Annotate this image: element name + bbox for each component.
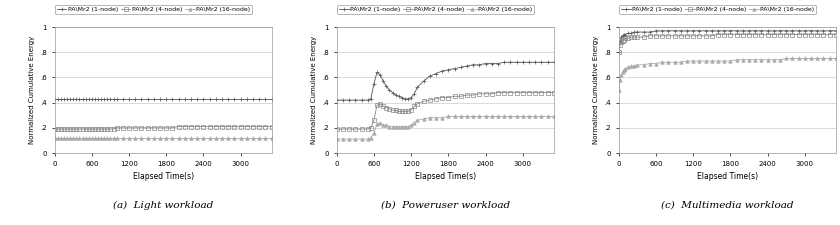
X-axis label: Elapsed Time(s): Elapsed Time(s) — [133, 172, 194, 181]
Legend: PA\Mr2 (1-node), PA\Mr2 (4-node), PA\Mr2 (16-node): PA\Mr2 (1-node), PA\Mr2 (4-node), PA\Mr2… — [619, 5, 816, 14]
Text: (b)  Poweruser workload: (b) Poweruser workload — [381, 201, 510, 210]
X-axis label: Elapsed Time(s): Elapsed Time(s) — [696, 172, 758, 181]
Y-axis label: Normalized Cumulative Energy: Normalized Cumulative Energy — [29, 36, 34, 144]
Y-axis label: Normalized Cumulative Energy: Normalized Cumulative Energy — [593, 36, 599, 144]
X-axis label: Elapsed Time(s): Elapsed Time(s) — [415, 172, 475, 181]
Legend: PA\Mr2 (1-node), PA\Mr2 (4-node), PA\Mr2 (16-node): PA\Mr2 (1-node), PA\Mr2 (4-node), PA\Mr2… — [338, 5, 534, 14]
Text: (a)  Light workload: (a) Light workload — [113, 201, 213, 210]
Text: (c)  Multimedia workload: (c) Multimedia workload — [661, 201, 794, 210]
Legend: PA\Mr2 (1-node), PA\Mr2 (4-node), PA\Mr2 (16-node): PA\Mr2 (1-node), PA\Mr2 (4-node), PA\Mr2… — [55, 5, 252, 14]
Y-axis label: Normalized Cumulative Energy: Normalized Cumulative Energy — [311, 36, 317, 144]
